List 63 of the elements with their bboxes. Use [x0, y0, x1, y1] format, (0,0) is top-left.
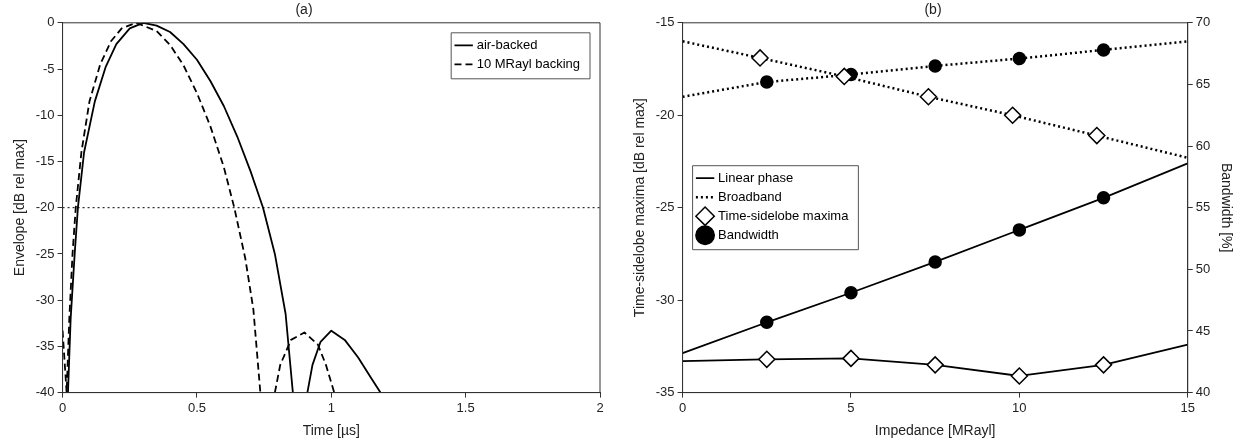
x-tick-label: 2: [596, 399, 604, 415]
y2-tick-label: 40: [1195, 384, 1211, 400]
y-tick-label: 0: [47, 14, 55, 30]
y-tick-label: -40: [35, 384, 55, 400]
y-tick-label: -10: [35, 106, 55, 122]
x-tick-label: 15: [1180, 399, 1195, 415]
x-tick-label: 10: [1012, 399, 1027, 415]
y-tick-label: -35: [35, 337, 55, 353]
y2-tick-label: 60: [1195, 137, 1211, 153]
x-tick-label: 0: [58, 399, 67, 415]
y-tick-label: -25: [655, 199, 675, 215]
point: [928, 255, 942, 269]
y-axis-title: Envelope [dB rel max]: [11, 139, 28, 277]
point: [928, 59, 942, 73]
line-series: [682, 40, 1188, 160]
y-tick-label: -15: [655, 14, 675, 30]
point: [919, 88, 938, 106]
x-tick-label: 5: [847, 399, 855, 415]
point: [926, 356, 944, 374]
y2-axis-title: Bandwidth [%]: [1218, 162, 1235, 253]
point: [842, 349, 860, 368]
y2-tick-label: 70: [1195, 14, 1211, 30]
y2-tick-label: 65: [1195, 76, 1211, 92]
legend-label: air-backed: [476, 36, 538, 52]
y-tick-label: -30: [35, 291, 55, 307]
y-tick-label: -20: [655, 106, 675, 122]
y2-tick-label: 55: [1195, 199, 1211, 215]
legend-label: Linear phase: [718, 169, 794, 185]
point: [1010, 367, 1029, 385]
y-tick-label: -20: [35, 199, 55, 215]
y-tick-label: -30: [655, 291, 675, 307]
point: [844, 286, 858, 300]
legend-label: Time-sidelobe maxima: [718, 207, 850, 223]
point: [1094, 356, 1113, 374]
x-tick-label: 1.5: [456, 399, 475, 415]
point: [751, 49, 769, 67]
y-tick-label: -15: [35, 153, 55, 169]
y2-tick-label: 50: [1195, 260, 1211, 276]
x-tick-label: 1: [327, 399, 335, 415]
y-axis-title: Time-sidelobe maxima [dB rel max]: [631, 98, 648, 318]
point: [1012, 51, 1027, 66]
y2-tick-label: 45: [1195, 322, 1211, 338]
point: [1096, 43, 1111, 57]
point: [760, 315, 774, 330]
x-tick-label: 0: [678, 399, 687, 415]
y-tick-label: -25: [35, 245, 55, 261]
x-axis-title: Time [µs]: [302, 422, 360, 439]
legend-label: Broadband: [718, 188, 782, 204]
point: [835, 67, 853, 86]
point: [760, 75, 774, 89]
chart-title: (a): [295, 1, 313, 18]
y-tick-label: -5: [43, 60, 55, 76]
x-axis-title: Impedance [MRayl]: [874, 422, 996, 439]
chart-title: (b): [924, 1, 942, 18]
y-tick-label: -35: [655, 384, 675, 400]
x-tick-label: 0.5: [187, 399, 206, 415]
legend-label: Bandwidth: [718, 226, 779, 242]
point: [1088, 126, 1106, 145]
point: [1096, 191, 1111, 205]
point: [758, 350, 776, 369]
point: [1003, 106, 1022, 124]
point: [1012, 223, 1027, 237]
legend-label: 10 MRayl backing: [476, 55, 580, 71]
